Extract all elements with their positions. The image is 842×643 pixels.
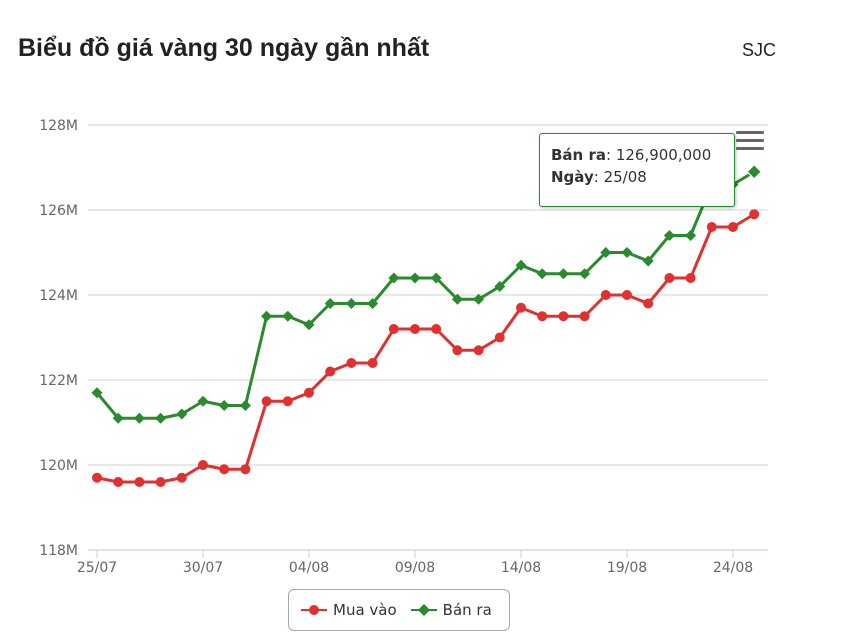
data-point-mua-vao[interactable] [219,464,229,474]
data-point-ban-ra[interactable] [622,247,633,258]
data-point-ban-ra[interactable] [219,400,230,411]
data-point-mua-vao[interactable] [156,477,166,487]
data-point-mua-vao[interactable] [728,222,738,232]
legend-item-mua-vao[interactable]: Mua vào [301,601,397,619]
series-layer [92,165,762,487]
data-point-mua-vao[interactable] [346,358,356,368]
chart-menu-hamburger-icon[interactable] [736,131,764,153]
chart-legend: Mua vào Bán ra [288,589,510,631]
data-point-mua-vao[interactable] [389,324,399,334]
data-point-mua-vao[interactable] [558,311,568,321]
y-tick-label: 126M [39,203,78,219]
data-point-ban-ra[interactable] [685,230,696,241]
data-point-mua-vao[interactable] [92,473,102,483]
data-point-mua-vao[interactable] [240,464,250,474]
data-point-mua-vao[interactable] [580,311,590,321]
data-point-mua-vao[interactable] [537,311,547,321]
data-point-ban-ra[interactable] [537,268,548,279]
data-point-mua-vao[interactable] [198,460,208,470]
data-point-mua-vao[interactable] [452,345,462,355]
data-point-ban-ra[interactable] [240,400,251,411]
tooltip-value: 126,900,000 [616,146,711,164]
data-point-mua-vao[interactable] [643,299,653,309]
tooltip-date: 25/08 [604,168,647,186]
data-point-ban-ra[interactable] [747,165,761,179]
data-point-mua-vao[interactable] [325,367,335,377]
data-point-mua-vao[interactable] [410,324,420,334]
x-tick-label: 24/08 [713,560,753,576]
y-tick-label: 128M [39,118,78,134]
data-point-ban-ra[interactable] [155,413,166,424]
data-point-mua-vao[interactable] [368,358,378,368]
y-tick-label: 120M [39,458,78,474]
data-point-mua-vao[interactable] [431,324,441,334]
x-tick-label: 04/08 [289,560,329,576]
data-point-ban-ra[interactable] [410,273,421,284]
data-point-mua-vao[interactable] [262,396,272,406]
data-point-mua-vao[interactable] [516,303,526,313]
data-point-mua-vao[interactable] [177,473,187,483]
y-tick-label: 124M [39,288,78,304]
tooltip-series-label: Bán ra [551,146,606,164]
data-point-mua-vao[interactable] [304,388,314,398]
y-tick-label: 118M [39,543,78,559]
data-point-ban-ra[interactable] [346,298,357,309]
circle-marker-icon [301,604,327,616]
legend-label-mua-vao: Mua vào [333,601,397,619]
data-point-mua-vao[interactable] [601,290,611,300]
data-point-mua-vao[interactable] [283,396,293,406]
data-point-ban-ra[interactable] [134,413,145,424]
data-point-mua-vao[interactable] [474,345,484,355]
data-point-ban-ra[interactable] [282,311,293,322]
data-point-ban-ra[interactable] [261,311,272,322]
x-tick-label: 09/08 [395,560,435,576]
data-point-mua-vao[interactable] [749,209,759,219]
data-point-mua-vao[interactable] [686,273,696,283]
legend-label-ban-ra: Bán ra [443,601,492,619]
data-point-mua-vao[interactable] [664,273,674,283]
x-tick-label: 14/08 [501,560,541,576]
data-point-ban-ra[interactable] [558,268,569,279]
data-point-mua-vao[interactable] [113,477,123,487]
x-tick-label: 30/07 [183,560,223,576]
data-point-mua-vao[interactable] [707,222,717,232]
data-point-mua-vao[interactable] [622,290,632,300]
y-tick-label: 122M [39,373,78,389]
x-tick-label: 19/08 [607,560,647,576]
y-axis-labels: 118M 120M 122M 124M 126M 128M [39,118,78,559]
data-point-mua-vao[interactable] [134,477,144,487]
chart-tooltip: Bán ra: 126,900,000 Ngày: 25/08 [539,133,735,207]
x-axis: 25/07 30/07 04/08 09/08 14/08 19/08 24/08 [77,550,768,576]
x-tick-label: 25/07 [77,560,117,576]
tooltip-date-label: Ngày [551,168,594,186]
legend-item-ban-ra[interactable]: Bán ra [411,601,492,619]
diamond-marker-icon [411,604,437,616]
data-point-mua-vao[interactable] [495,333,505,343]
